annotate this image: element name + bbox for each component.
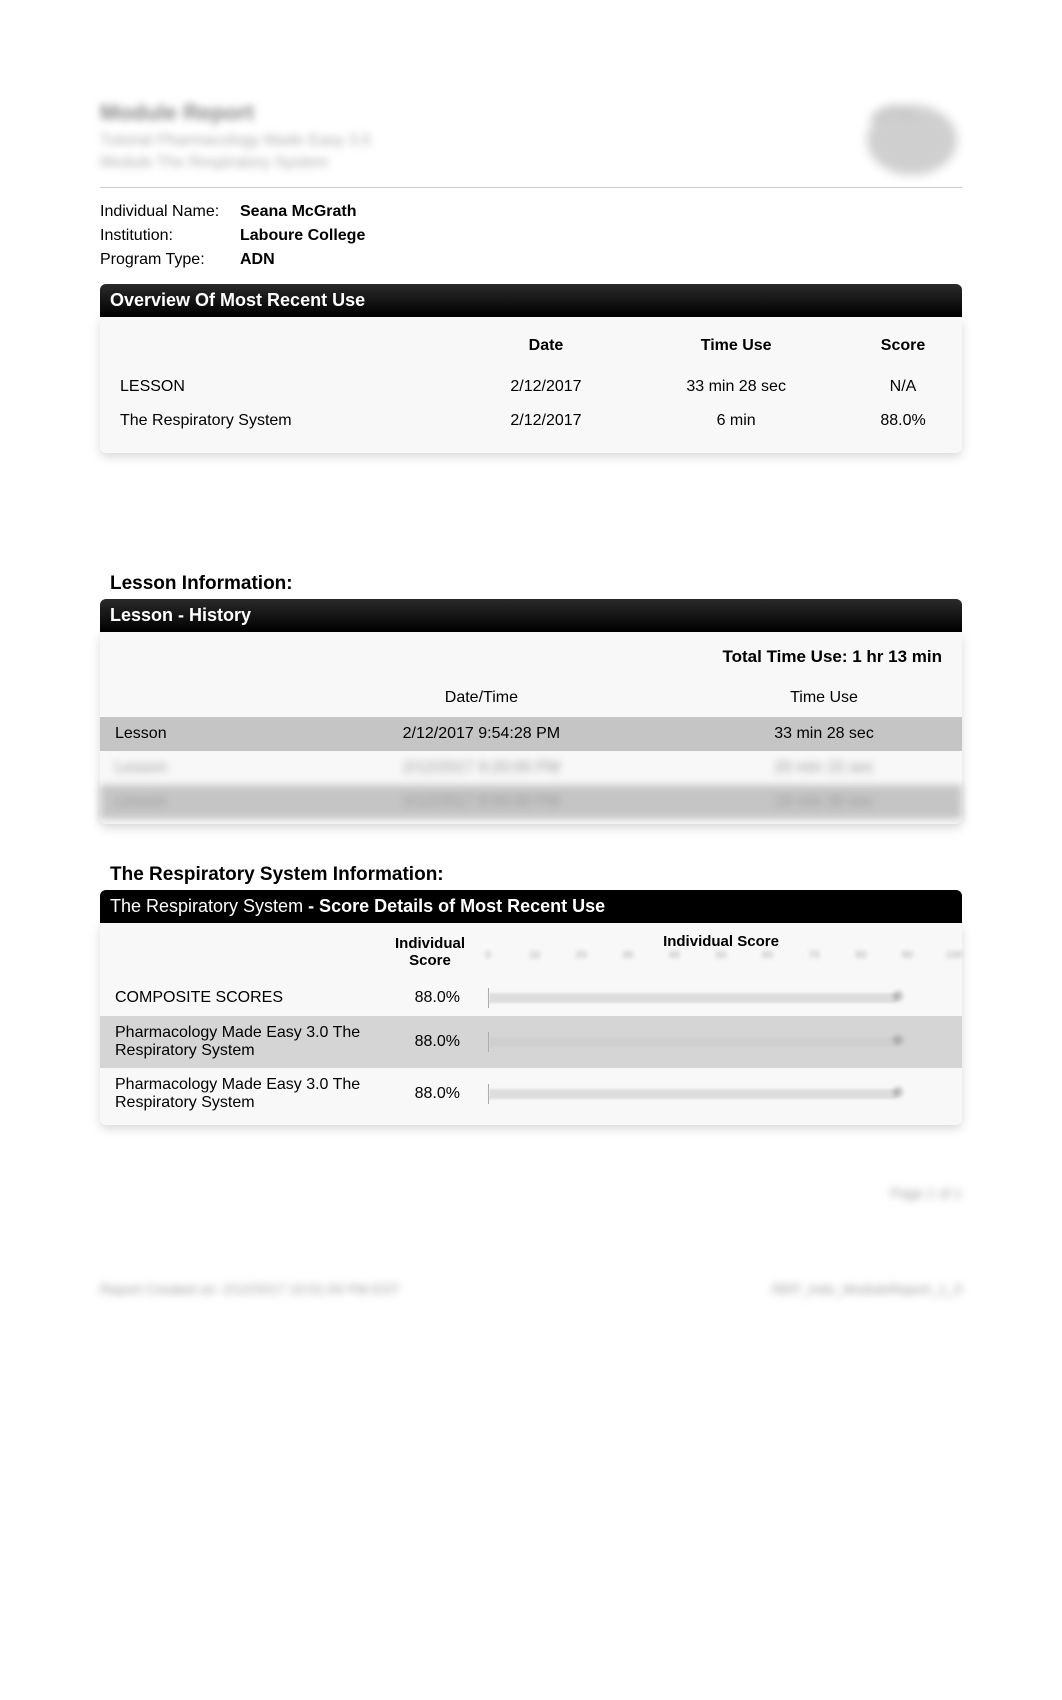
chart-bar-container [488, 988, 954, 1008]
overview-table: Date Time Use Score LESSON 2/12/2017 33 … [100, 317, 962, 438]
history-name: Lesson [100, 717, 277, 751]
institution-value: Laboure College [240, 227, 365, 245]
overview-name: LESSON [100, 370, 464, 404]
chart-bar-container [488, 1032, 954, 1052]
score-name: Pharmacology Made Easy 3.0 The Respirato… [100, 1016, 380, 1068]
footer-page: Page 1 of 1 [100, 1185, 962, 1201]
history-datetime: 2/12/2017 9:54:28 PM [277, 717, 686, 751]
score-chart-cell [480, 980, 962, 1016]
history-name: Lesson [100, 751, 277, 785]
overview-timeuse: 33 min 28 sec [628, 370, 844, 404]
resp-info-title: The Respiratory System Information: [100, 864, 962, 886]
program-row: Program Type: ADN [100, 251, 962, 269]
score-col-blank [100, 923, 380, 980]
table-row: LESSON 2/12/2017 33 min 28 sec N/A [100, 370, 962, 404]
table-row: Lesson 2/12/2017 8:50:00 PM 19 min 30 se… [100, 785, 962, 819]
score-value: 88.0% [380, 980, 480, 1016]
chart-axis: 0102030405060708090100 [488, 950, 954, 970]
footer-left: Report Created on: 2/12/2017 10:01:00 PM… [100, 1281, 400, 1297]
report-header: Module Report Tutorial Pharmacology Made… [100, 100, 962, 172]
lesson-history-box: Total Time Use: 1 hr 13 min Date/Time Ti… [100, 632, 962, 824]
chart-bar [489, 993, 898, 1003]
overview-col-score: Score [844, 317, 962, 370]
table-row: Lesson 2/12/2017 9:54:28 PM 33 min 28 se… [100, 717, 962, 751]
history-timeuse: 20 min 15 sec [686, 751, 962, 785]
table-row: COMPOSITE SCORES 88.0% [100, 980, 962, 1016]
overview-box: Date Time Use Score LESSON 2/12/2017 33 … [100, 317, 962, 453]
history-table: Date/Time Time Use Lesson 2/12/2017 9:54… [100, 679, 962, 819]
lesson-info-title: Lesson Information: [100, 573, 962, 595]
history-datetime: 2/12/2017 9:20:00 PM [277, 751, 686, 785]
score-details-header: The Respiratory System - Score Details o… [100, 890, 962, 923]
footer-right: REP_Indv_ModuleReport_1_0 [772, 1281, 962, 1297]
score-col-indscore: Individual Score [380, 923, 480, 980]
chart-marker-icon [893, 1035, 903, 1045]
program-value: ADN [240, 251, 275, 269]
institution-label: Institution: [100, 227, 240, 245]
history-timeuse: 33 min 28 sec [686, 717, 962, 751]
score-chart-cell [480, 1016, 962, 1068]
history-datetime: 2/12/2017 8:50:00 PM [277, 785, 686, 819]
score-chart-cell [480, 1068, 962, 1120]
history-timeuse: 19 min 30 sec [686, 785, 962, 819]
chart-bar-container [488, 1084, 954, 1104]
table-row: Pharmacology Made Easy 3.0 The Respirato… [100, 1068, 962, 1120]
table-row: Pharmacology Made Easy 3.0 The Respirato… [100, 1016, 962, 1068]
student-info: Individual Name: Seana McGrath Instituti… [100, 203, 962, 269]
score-value: 88.0% [380, 1068, 480, 1120]
history-name: Lesson [100, 785, 277, 819]
score-header-normal: The Respiratory System [110, 896, 308, 916]
score-name: COMPOSITE SCORES [100, 980, 380, 1016]
overview-timeuse: 6 min [628, 404, 844, 438]
individual-label: Individual Name: [100, 203, 240, 221]
table-row: Lesson 2/12/2017 9:20:00 PM 20 min 15 se… [100, 751, 962, 785]
lesson-history-header: Lesson - History [100, 599, 962, 632]
logo-icon [812, 90, 962, 180]
overview-col-timeuse: Time Use [628, 317, 844, 370]
score-value: 88.0% [380, 1016, 480, 1068]
history-col-timeuse: Time Use [686, 679, 962, 717]
chart-header-label: Individual Score [488, 933, 954, 950]
overview-date: 2/12/2017 [464, 404, 629, 438]
overview-header: Overview Of Most Recent Use [100, 284, 962, 317]
overview-name: The Respiratory System [100, 404, 464, 438]
score-name: Pharmacology Made Easy 3.0 The Respirato… [100, 1068, 380, 1120]
total-time-use: Total Time Use: 1 hr 13 min [100, 632, 962, 679]
score-table: Individual Score Individual Score 010203… [100, 923, 962, 1120]
score-details-box: Individual Score Individual Score 010203… [100, 923, 962, 1125]
header-divider [100, 187, 962, 188]
overview-score: N/A [844, 370, 962, 404]
overview-col-date: Date [464, 317, 629, 370]
chart-bar [489, 1089, 898, 1099]
program-label: Program Type: [100, 251, 240, 269]
score-col-chart: Individual Score 0102030405060708090100 [480, 923, 962, 980]
chart-marker-icon [893, 1087, 903, 1097]
overview-score: 88.0% [844, 404, 962, 438]
history-col-blank [100, 679, 277, 717]
institution-row: Institution: Laboure College [100, 227, 962, 245]
overview-date: 2/12/2017 [464, 370, 629, 404]
table-row: The Respiratory System 2/12/2017 6 min 8… [100, 404, 962, 438]
chart-bar [489, 1037, 898, 1047]
chart-marker-icon [893, 991, 903, 1001]
footer: Page 1 of 1 Report Created on: 2/12/2017… [100, 1185, 962, 1297]
overview-col-blank [100, 317, 464, 370]
individual-row: Individual Name: Seana McGrath [100, 203, 962, 221]
individual-value: Seana McGrath [240, 203, 356, 221]
score-header-bold: - Score Details of Most Recent Use [308, 896, 605, 916]
history-col-datetime: Date/Time [277, 679, 686, 717]
